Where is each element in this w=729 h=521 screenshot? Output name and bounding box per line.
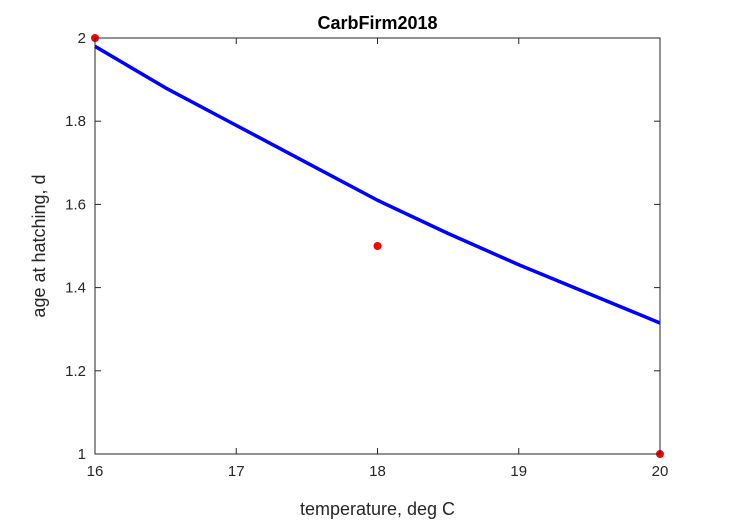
x-axis-label: temperature, deg C (300, 499, 455, 519)
y-tick-label: 1.8 (65, 113, 86, 130)
tick-layer: 16 17 18 19 20 1 1.2 1.4 1.6 1.8 2 (65, 30, 668, 480)
x-tick-label: 16 (87, 463, 104, 480)
chart-title: CarbFirm2018 (317, 13, 437, 33)
x-tick-label: 19 (510, 463, 527, 480)
y-axis-label: age at hatching, d (29, 174, 49, 317)
y-tick-label: 1.2 (65, 363, 86, 380)
data-point (373, 242, 382, 250)
y-tick-label: 2 (78, 30, 86, 47)
x-tick-label: 17 (228, 463, 245, 480)
x-tick-label: 20 (652, 463, 669, 480)
y-tick-label: 1.6 (65, 196, 86, 213)
x-tick-label: 18 (369, 463, 386, 480)
curve-layer (94, 44, 661, 325)
model-curve (94, 44, 661, 325)
y-tick-label: 1.4 (65, 280, 86, 297)
y-tick-label: 1 (78, 446, 86, 463)
